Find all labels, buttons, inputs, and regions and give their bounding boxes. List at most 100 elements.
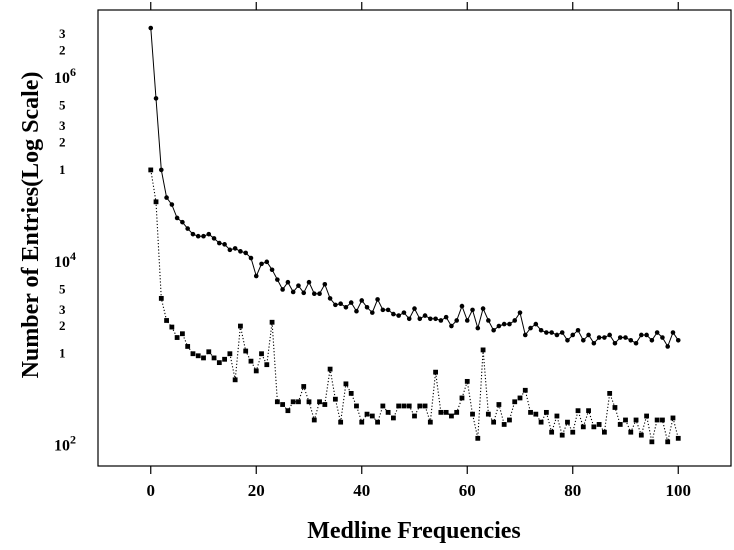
data-point <box>211 236 217 241</box>
data-point <box>586 332 591 338</box>
data-point <box>159 167 164 173</box>
data-point <box>575 408 581 414</box>
data-point <box>396 313 401 318</box>
y-tick-label: 106 <box>54 65 76 87</box>
data-point <box>412 413 417 419</box>
data-point <box>633 417 639 423</box>
data-point <box>443 314 449 320</box>
data-point <box>507 321 512 327</box>
data-point <box>401 310 407 315</box>
data-point <box>164 195 169 200</box>
data-point <box>581 337 586 343</box>
data-point <box>359 419 365 425</box>
data-point <box>522 387 528 393</box>
data-point <box>501 321 507 327</box>
data-point <box>628 429 634 435</box>
data-point <box>649 337 655 343</box>
data-point <box>428 316 433 322</box>
data-point <box>617 335 623 340</box>
y-tick-label: 2 <box>59 318 66 333</box>
data-point <box>259 351 264 357</box>
data-point <box>190 351 196 357</box>
x-tick-label: 60 <box>459 481 476 500</box>
data-point <box>343 304 349 310</box>
data-point <box>454 409 460 415</box>
data-point <box>322 281 328 287</box>
data-point <box>180 219 185 225</box>
data-point <box>185 344 191 349</box>
data-point <box>216 360 222 366</box>
data-point <box>570 332 576 338</box>
data-point <box>190 231 196 237</box>
data-point <box>185 226 190 231</box>
data-point <box>227 247 233 253</box>
data-point <box>253 368 259 374</box>
data-point <box>296 399 301 405</box>
data-point <box>290 399 296 405</box>
data-point <box>280 402 286 407</box>
data-point <box>565 419 570 425</box>
data-point <box>644 332 649 338</box>
data-point <box>422 403 428 409</box>
data-point <box>628 337 634 343</box>
plot-frame <box>97 9 732 467</box>
data-point <box>232 246 238 251</box>
data-point <box>238 249 243 254</box>
data-point <box>607 332 612 338</box>
data-point <box>660 335 665 340</box>
y-tick-label: 1 <box>59 346 66 361</box>
data-point <box>422 313 428 318</box>
data-point <box>438 318 444 323</box>
data-point <box>301 290 307 296</box>
data-point <box>333 302 338 308</box>
data-point <box>380 307 386 313</box>
data-point <box>517 310 523 315</box>
x-axis-title: Medline Frequencies <box>307 518 521 544</box>
data-point <box>174 335 180 340</box>
data-point <box>306 279 312 285</box>
data-point <box>370 310 375 315</box>
data-point <box>327 296 333 301</box>
x-tick-label: 80 <box>564 481 581 500</box>
data-point <box>449 413 454 419</box>
data-point <box>596 335 602 340</box>
data-point <box>480 347 486 353</box>
data-point <box>602 429 607 435</box>
data-point <box>285 279 291 285</box>
x-tick-label: 0 <box>147 481 156 500</box>
data-point <box>433 369 438 375</box>
data-point <box>322 402 328 407</box>
data-point <box>623 335 628 340</box>
data-point <box>501 422 507 427</box>
data-point <box>359 298 365 303</box>
data-point <box>570 429 576 435</box>
data-point <box>633 340 639 346</box>
series-2 <box>148 167 681 445</box>
data-point <box>380 403 386 409</box>
y-tick-label: 3 <box>59 302 66 317</box>
data-point <box>427 419 433 425</box>
data-point <box>264 259 270 265</box>
data-point <box>507 417 512 423</box>
data-point <box>559 330 565 335</box>
data-point <box>559 432 565 438</box>
data-point <box>364 411 370 417</box>
data-point <box>649 439 655 445</box>
y-tick-label: 5 <box>59 98 66 113</box>
data-point <box>406 316 412 322</box>
x-axis: 0 20 40 60 80 100 <box>147 2 691 500</box>
y-tick-label: 3 <box>59 118 66 133</box>
data-point <box>470 307 475 313</box>
data-point <box>375 419 380 425</box>
data-point <box>486 318 491 323</box>
data-point <box>201 355 206 361</box>
data-point <box>354 403 359 409</box>
data-point <box>217 240 222 246</box>
data-point <box>549 330 554 335</box>
data-point <box>533 321 539 327</box>
data-point <box>264 362 270 368</box>
data-point <box>496 323 502 329</box>
data-point <box>348 390 354 396</box>
data-point <box>391 311 396 317</box>
